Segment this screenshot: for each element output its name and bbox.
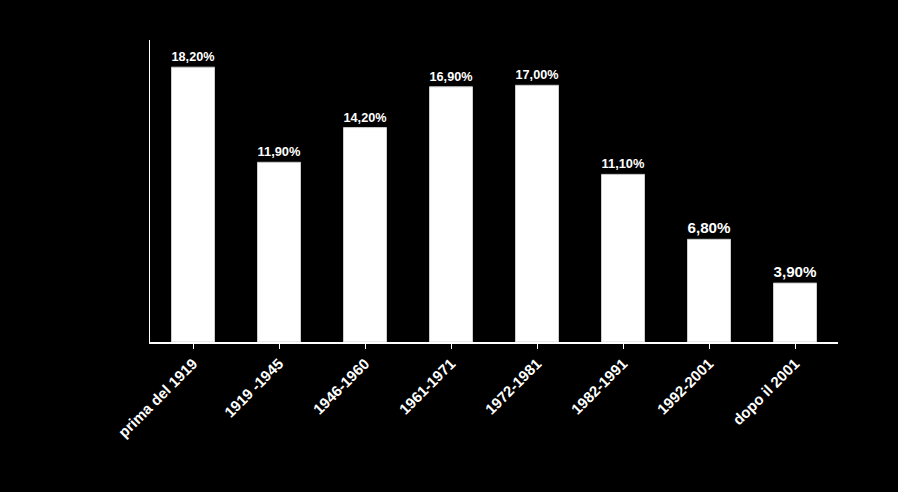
svg-text:1972-1981: 1972-1981: [482, 355, 545, 418]
svg-text:dopo il 2001: dopo il 2001: [729, 355, 802, 428]
svg-text:14,20%: 14,20%: [344, 111, 387, 125]
svg-text:1919 -1945: 1919 -1945: [221, 355, 287, 421]
svg-text:16,90%: 16,90%: [430, 70, 473, 84]
svg-text:11,10%: 11,10%: [602, 156, 646, 171]
svg-text:prima del 1919: prima del 1919: [115, 355, 201, 441]
svg-text:1982-1991: 1982-1991: [568, 355, 631, 418]
svg-text:11,90%: 11,90%: [258, 144, 302, 159]
svg-text:18,20%: 18,20%: [172, 50, 215, 64]
svg-text:3,90%: 3,90%: [774, 263, 817, 280]
svg-text:6,80%: 6,80%: [688, 219, 731, 236]
svg-text:1992-2001: 1992-2001: [654, 355, 717, 418]
svg-text:1961-1971: 1961-1971: [396, 355, 459, 418]
svg-text:1946-1960: 1946-1960: [310, 355, 373, 418]
svg-text:17,00%: 17,00%: [516, 68, 559, 82]
